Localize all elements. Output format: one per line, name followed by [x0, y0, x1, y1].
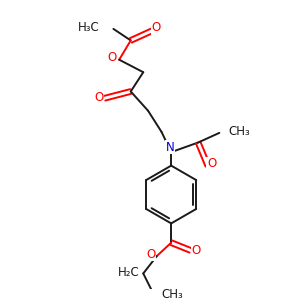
Text: H₂C: H₂C	[118, 266, 140, 279]
Text: O: O	[108, 51, 117, 64]
Text: N: N	[166, 141, 175, 154]
Text: O: O	[94, 91, 104, 104]
Text: O: O	[192, 244, 201, 257]
Text: H₃C: H₃C	[78, 21, 100, 34]
Text: O: O	[146, 248, 156, 261]
Text: CH₃: CH₃	[228, 125, 250, 138]
Text: CH₃: CH₃	[162, 288, 183, 300]
Text: O: O	[151, 21, 160, 34]
Text: O: O	[207, 157, 216, 170]
